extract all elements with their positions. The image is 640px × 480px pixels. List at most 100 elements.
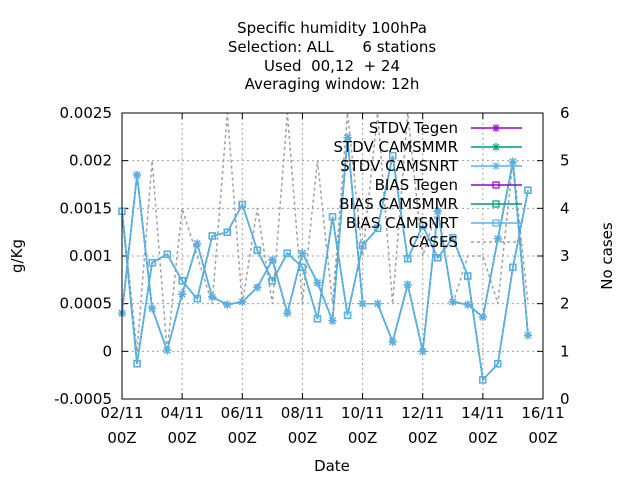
x-tick-label-hour: 00Z <box>468 429 497 447</box>
y-tick-label: 0.0025 <box>60 104 113 122</box>
marker-stroke <box>404 281 412 289</box>
legend-entry: BIAS CAMSNRT <box>346 214 522 232</box>
y-tick-label: 0.001 <box>69 247 112 265</box>
grid <box>122 113 543 399</box>
x-tick-label: 16/11 <box>521 404 564 422</box>
data-point <box>494 360 502 368</box>
marker-stroke <box>133 171 141 179</box>
x-tick-label: 12/11 <box>401 404 444 422</box>
legend-entry: STDV CAMSMMR <box>333 138 522 156</box>
data-point <box>434 254 442 262</box>
data-point <box>238 200 246 209</box>
data-point <box>478 313 487 322</box>
data-point <box>268 255 277 264</box>
series-line <box>122 155 529 382</box>
data-point <box>148 259 156 267</box>
legend-entry: CASES <box>409 233 522 251</box>
series-stdv-camsnrt <box>118 133 532 356</box>
series-stdv-tegen <box>118 133 532 356</box>
marker-stroke <box>492 162 500 170</box>
marker-stroke <box>178 290 186 298</box>
data-point <box>208 292 217 301</box>
y2-tick-label: 5 <box>560 152 570 170</box>
marker-stroke <box>193 240 201 248</box>
legend-swatch-marker <box>492 143 500 151</box>
x-tick-label-hour: 00Z <box>408 429 437 447</box>
data-point <box>148 304 157 313</box>
x-axis-label: Date <box>314 457 350 475</box>
marker-stroke <box>359 300 366 308</box>
marker-stroke <box>479 313 487 321</box>
series-line <box>122 113 529 352</box>
title-line-3: Used 00,12 + 24 <box>264 57 400 75</box>
data-point <box>404 255 412 263</box>
data-point <box>433 207 442 216</box>
marker-stroke <box>509 158 517 166</box>
legend-label: CASES <box>409 233 458 251</box>
legend-label: STDV Tegen <box>369 119 458 137</box>
x-tick-label: 08/11 <box>281 404 324 422</box>
legend-entry: STDV CAMSNRT <box>340 157 522 175</box>
y-tick-label: 0.0015 <box>60 199 113 217</box>
data-point <box>223 228 231 236</box>
x-tick-label: 06/11 <box>221 404 264 422</box>
y-tick-label: 0.0005 <box>60 295 113 313</box>
x-tick-label-hour: 00Z <box>167 429 196 447</box>
x-tick-label: 02/11 <box>100 404 143 422</box>
data-point <box>298 263 307 272</box>
data-point <box>343 133 352 142</box>
y2-tick-label: 3 <box>560 247 570 265</box>
x-tick-label: 14/11 <box>461 404 504 422</box>
data-point <box>328 316 337 325</box>
data-point <box>178 277 186 285</box>
marker-stroke <box>492 124 500 132</box>
legend-swatch-marker <box>492 219 500 227</box>
marker-stroke <box>494 235 502 243</box>
plot-frame <box>121 112 544 400</box>
legend-label: STDV CAMSNRT <box>340 157 459 175</box>
x-tick-label-hour: 00Z <box>348 429 377 447</box>
y-tick-label: 0 <box>102 342 112 360</box>
data-point <box>524 186 532 194</box>
data-point <box>238 297 247 306</box>
x-tick-label-hour: 00Z <box>528 429 557 447</box>
legend-swatch-marker <box>492 200 500 208</box>
data-point <box>328 213 337 221</box>
data-point <box>479 376 487 384</box>
data-point <box>163 250 171 258</box>
legend-swatch-marker <box>492 124 500 132</box>
legend-entry: STDV Tegen <box>369 119 522 137</box>
marker-stroke <box>208 293 216 301</box>
x-tick-label-hour: 00Z <box>107 429 136 447</box>
marker-stroke <box>344 134 351 142</box>
data-point <box>373 299 382 308</box>
marker-stroke <box>389 338 397 346</box>
data-point <box>374 224 382 232</box>
data-point <box>403 280 412 289</box>
plot-area <box>118 113 532 384</box>
series-line <box>122 137 529 353</box>
data-point <box>268 277 276 285</box>
legend-label: BIAS Tegen <box>375 176 458 194</box>
marker-stroke <box>268 256 276 264</box>
marker-stroke <box>524 331 532 339</box>
x-tick-label-hour: 00Z <box>228 429 257 447</box>
marker-stroke <box>492 143 500 151</box>
legend-swatch-marker <box>492 162 500 170</box>
data-point <box>449 234 457 242</box>
legend-label: BIAS CAMSMMR <box>339 195 458 213</box>
y2-tick-label: 6 <box>560 104 570 122</box>
marker-stroke <box>299 249 306 257</box>
data-point <box>208 232 216 240</box>
x-tick-label: 10/11 <box>341 404 384 422</box>
data-point <box>178 290 187 299</box>
legend-label: BIAS CAMSNRT <box>346 214 459 232</box>
data-point <box>313 278 322 287</box>
series-cases <box>122 113 529 352</box>
data-point <box>418 347 427 356</box>
data-point <box>358 299 367 308</box>
marker-stroke <box>329 317 336 325</box>
marker-stroke <box>374 300 382 308</box>
